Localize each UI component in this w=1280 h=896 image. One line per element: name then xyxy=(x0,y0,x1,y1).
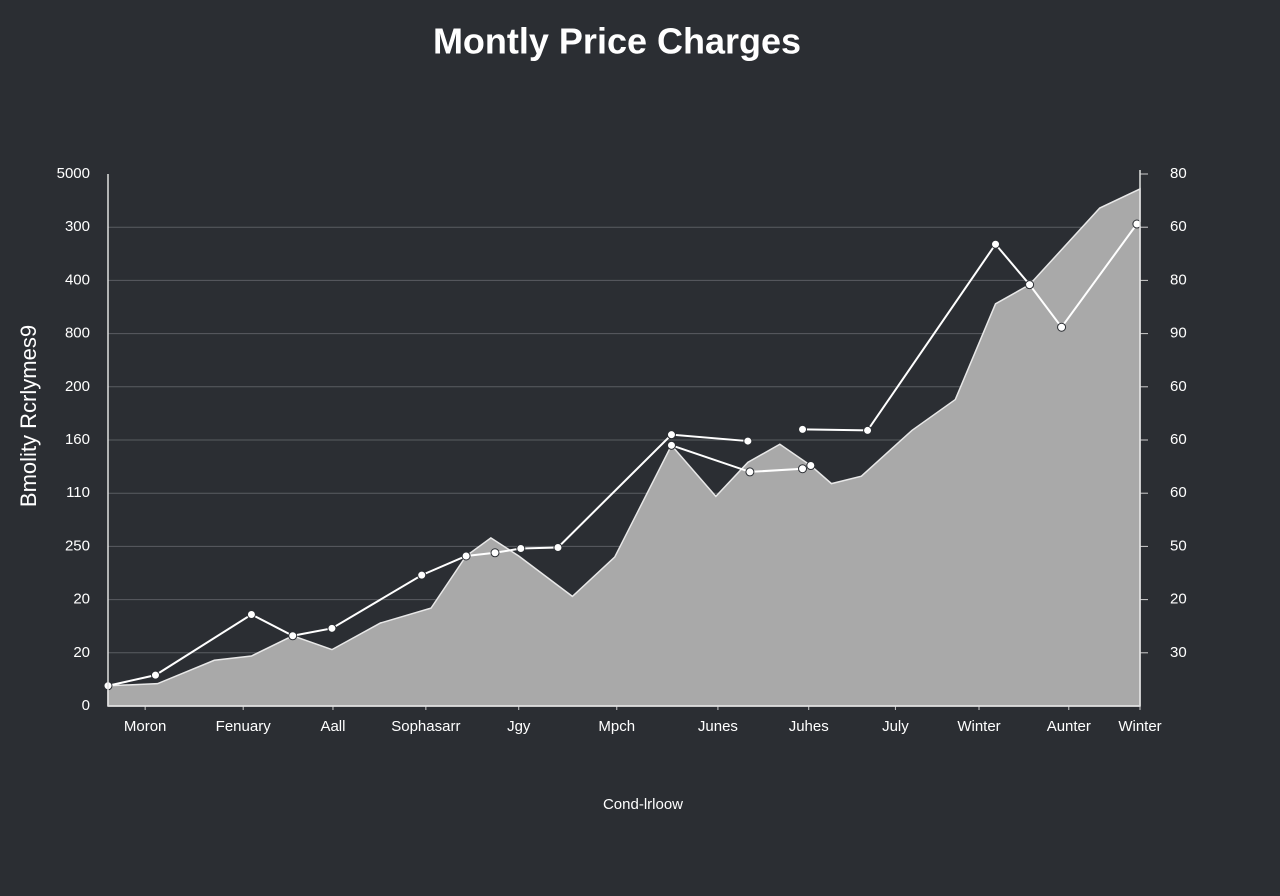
point xyxy=(553,542,563,552)
x-tick-label: Mpch xyxy=(598,718,635,735)
point xyxy=(743,436,753,446)
area xyxy=(107,187,1141,707)
y2-tick-label: 80 xyxy=(1170,271,1187,288)
y-tick-label: 5000 xyxy=(57,165,90,182)
point xyxy=(246,609,256,619)
point xyxy=(1057,322,1067,332)
y2-tick-label: 80 xyxy=(1170,165,1187,182)
chart-title: Montly Price Charges xyxy=(433,21,801,62)
point xyxy=(745,467,755,477)
x-tick-label: Winter xyxy=(957,718,1000,735)
y-tick-label: 160 xyxy=(65,431,90,448)
y-tick-label: 250 xyxy=(65,537,90,554)
y2-tick-label: 90 xyxy=(1170,325,1187,342)
y2-tick-label: 50 xyxy=(1170,537,1187,554)
point xyxy=(798,464,808,474)
point xyxy=(516,544,526,554)
point xyxy=(806,461,816,471)
point xyxy=(863,425,873,435)
point xyxy=(288,631,298,641)
x-tick-label: July xyxy=(882,718,909,735)
x-tick-label: Moron xyxy=(124,718,167,735)
y-tick-label: 20 xyxy=(73,644,90,661)
line xyxy=(107,433,748,687)
line xyxy=(802,223,1138,432)
x-tick-label: Jgy xyxy=(507,718,531,735)
x-tick-label: Aall xyxy=(320,718,345,735)
x-tick-label: Winter xyxy=(1118,718,1161,735)
y2-tick-label: 30 xyxy=(1170,644,1187,661)
point xyxy=(991,239,1001,249)
y2-tick-label: 60 xyxy=(1170,378,1187,395)
x-tick-label: Sophasarr xyxy=(391,718,460,735)
x-tick-label: Junes xyxy=(698,718,738,735)
point xyxy=(150,670,160,680)
point xyxy=(666,430,676,440)
point xyxy=(666,440,676,450)
point xyxy=(1025,280,1035,290)
y-tick-label: 300 xyxy=(65,218,90,235)
y-axis-title: Bmolity Rcrlymes9 xyxy=(16,325,41,507)
point xyxy=(327,623,337,633)
x-axis-title: Cond-lrloow xyxy=(603,796,683,813)
x-tick-label: Fenuary xyxy=(216,718,272,735)
point xyxy=(798,424,808,434)
point xyxy=(417,570,427,580)
y-tick-label: 400 xyxy=(65,271,90,288)
y2-tick-label: 20 xyxy=(1170,591,1187,608)
point xyxy=(490,548,500,558)
y-tick-label: 20 xyxy=(73,591,90,608)
y2-tick-label: 60 xyxy=(1170,218,1187,235)
x-tick-label: Juhes xyxy=(789,718,829,735)
y-tick-label: 800 xyxy=(65,325,90,342)
point xyxy=(1132,219,1142,229)
y2-tick-label: 60 xyxy=(1170,431,1187,448)
point xyxy=(461,551,471,561)
y2-tick-label: 60 xyxy=(1170,484,1187,501)
y-tick-label: 0 xyxy=(82,697,90,714)
x-tick-label: Aunter xyxy=(1047,718,1091,735)
y-tick-label: 200 xyxy=(65,378,90,395)
y-tick-label: 110 xyxy=(66,484,90,501)
